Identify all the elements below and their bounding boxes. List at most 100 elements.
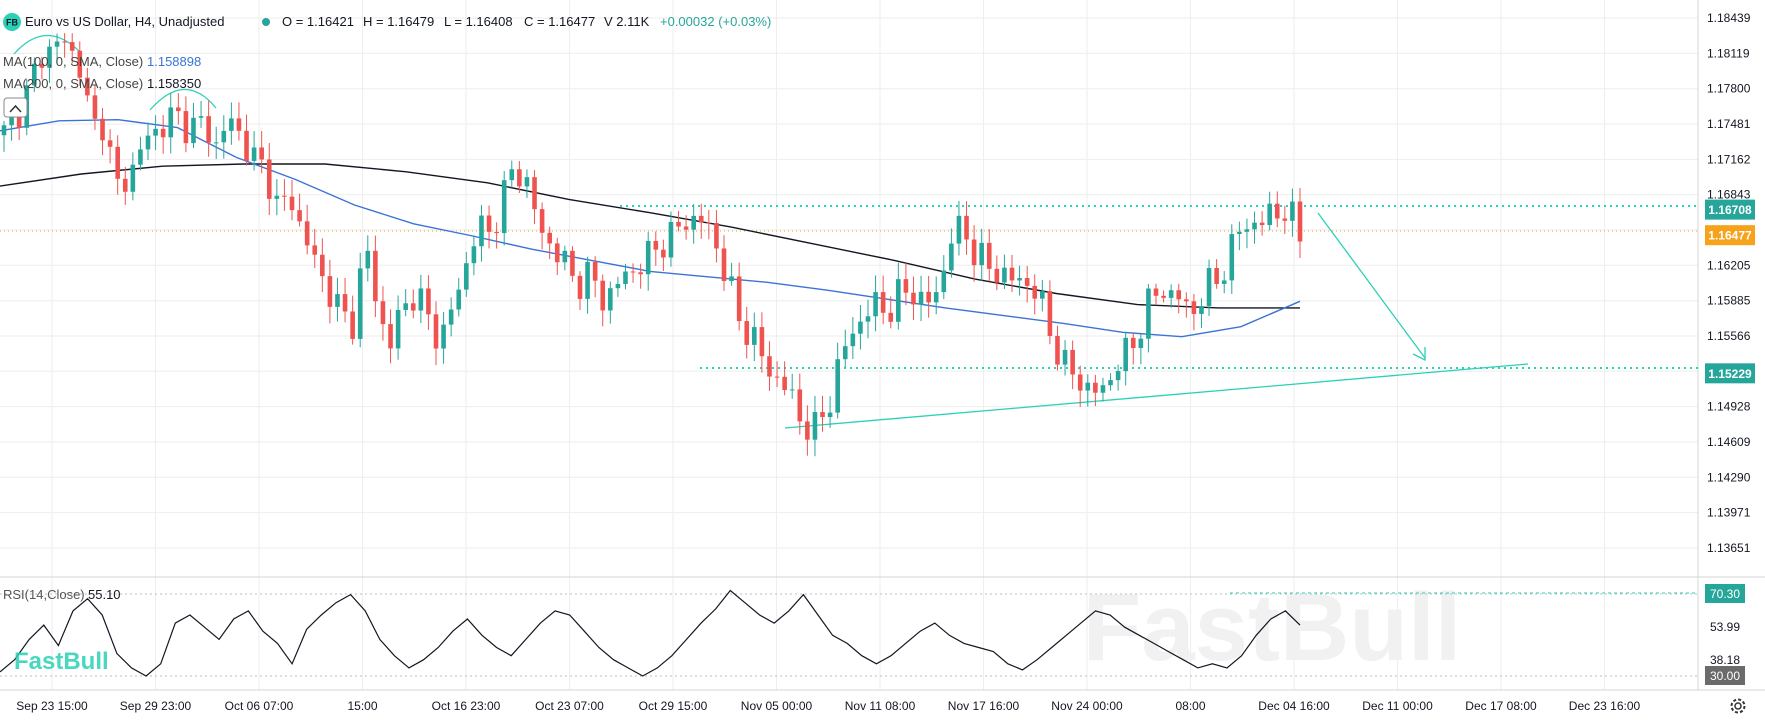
candle-body[interactable] bbox=[949, 243, 954, 271]
candle-body[interactable] bbox=[365, 250, 371, 269]
candle-body[interactable] bbox=[1024, 277, 1030, 286]
candle-body[interactable] bbox=[335, 294, 340, 307]
candle-body[interactable] bbox=[547, 232, 552, 244]
candle-body[interactable] bbox=[1093, 382, 1098, 393]
candle-body[interactable] bbox=[403, 303, 408, 310]
candle-body[interactable] bbox=[1062, 349, 1068, 365]
candle-body[interactable] bbox=[464, 263, 469, 290]
candle-body[interactable] bbox=[979, 242, 984, 266]
candle-body[interactable] bbox=[524, 177, 530, 187]
candle-body[interactable] bbox=[1237, 231, 1242, 235]
candle-body[interactable] bbox=[1032, 285, 1038, 299]
candle-body[interactable] bbox=[797, 389, 803, 422]
candle-body[interactable] bbox=[441, 324, 446, 349]
candle-body[interactable] bbox=[1290, 201, 1295, 221]
candle-body[interactable] bbox=[342, 294, 348, 312]
candle-body[interactable] bbox=[297, 210, 302, 222]
candle-body[interactable] bbox=[782, 376, 787, 391]
candle-body[interactable] bbox=[736, 276, 742, 322]
drawings-layer[interactable] bbox=[0, 34, 1698, 429]
candle-body[interactable] bbox=[653, 240, 659, 250]
candle-body[interactable] bbox=[1085, 382, 1091, 391]
ma200-label[interactable]: MA(200, 0, SMA, Close) bbox=[3, 76, 143, 91]
candle-body[interactable] bbox=[62, 41, 67, 43]
candle-body[interactable] bbox=[721, 248, 727, 282]
candle-body[interactable] bbox=[85, 77, 90, 96]
candle-body[interactable] bbox=[350, 311, 355, 339]
candle-body[interactable] bbox=[789, 389, 795, 391]
candle-body[interactable] bbox=[1229, 234, 1235, 281]
candle-body[interactable] bbox=[327, 276, 333, 307]
candle-body[interactable] bbox=[865, 316, 871, 322]
candle-body[interactable] bbox=[585, 261, 590, 299]
candle-body[interactable] bbox=[433, 314, 439, 349]
candle-body[interactable] bbox=[562, 250, 568, 263]
candle-body[interactable] bbox=[1282, 218, 1288, 221]
candle-body[interactable] bbox=[198, 116, 204, 118]
candle-body[interactable] bbox=[933, 292, 939, 303]
candle-body[interactable] bbox=[827, 412, 833, 418]
candle-body[interactable] bbox=[1176, 290, 1182, 300]
candle-body[interactable] bbox=[577, 275, 583, 299]
candle-body[interactable] bbox=[107, 140, 113, 147]
candle-body[interactable] bbox=[1123, 337, 1128, 372]
candle-body[interactable] bbox=[282, 195, 287, 197]
candle-body[interactable] bbox=[1206, 267, 1212, 307]
candle-body[interactable] bbox=[623, 271, 628, 284]
candle-body[interactable] bbox=[1244, 229, 1250, 232]
candle-body[interactable] bbox=[236, 118, 242, 131]
candle-body[interactable] bbox=[213, 142, 219, 144]
candle-body[interactable] bbox=[1252, 222, 1257, 230]
candle-body[interactable] bbox=[1161, 295, 1166, 298]
time-axis[interactable]: Sep 23 15:00 Sep 29 23:00 Oct 06 07:00 15:0… bbox=[16, 699, 1640, 713]
candle-body[interactable] bbox=[229, 118, 234, 131]
candle-body[interactable] bbox=[1259, 222, 1265, 226]
candle-body[interactable] bbox=[1267, 203, 1272, 226]
candle-body[interactable] bbox=[774, 376, 780, 378]
candle-body[interactable] bbox=[971, 239, 977, 266]
forecast-arrow[interactable] bbox=[1317, 212, 1426, 359]
candle-body[interactable] bbox=[1115, 371, 1121, 381]
candle-body[interactable] bbox=[517, 169, 522, 187]
candle-body[interactable] bbox=[683, 226, 689, 230]
candle-body[interactable] bbox=[630, 271, 636, 273]
candle-body[interactable] bbox=[32, 63, 37, 86]
candle-body[interactable] bbox=[448, 309, 454, 325]
candle-body[interactable] bbox=[1108, 380, 1113, 386]
candle-body[interactable] bbox=[1138, 338, 1144, 349]
candle-body[interactable] bbox=[888, 312, 894, 322]
rsi-label[interactable]: RSI(14,Close) bbox=[3, 587, 85, 602]
candle-body[interactable] bbox=[1, 125, 7, 136]
candle-body[interactable] bbox=[289, 196, 295, 211]
candles-layer[interactable] bbox=[1, 33, 1303, 457]
candle-body[interactable] bbox=[759, 327, 765, 357]
ma100-label[interactable]: MA(100, 0, SMA, Close) bbox=[3, 54, 143, 69]
candle-body[interactable] bbox=[259, 147, 264, 160]
candle-body[interactable] bbox=[100, 118, 105, 141]
candle-body[interactable] bbox=[221, 130, 227, 143]
candle-body[interactable] bbox=[858, 321, 863, 334]
candle-body[interactable] bbox=[395, 309, 401, 349]
candle-body[interactable] bbox=[1184, 299, 1189, 302]
candle-body[interactable] bbox=[176, 107, 181, 112]
candle-body[interactable] bbox=[183, 111, 189, 144]
price-axis[interactable]: 1.18439 1.18119 1.17800 1.17481 1.17162 1.168… bbox=[1707, 11, 1751, 555]
candle-body[interactable] bbox=[47, 46, 52, 68]
candle-body[interactable] bbox=[1168, 290, 1174, 298]
candle-body[interactable] bbox=[1130, 337, 1136, 349]
candle-body[interactable] bbox=[668, 221, 674, 258]
candle-body[interactable] bbox=[153, 128, 158, 136]
candle-body[interactable] bbox=[251, 147, 257, 161]
symbol-title[interactable]: Euro vs US Dollar, H4, Unadjusted bbox=[25, 14, 224, 29]
candle-body[interactable] bbox=[1214, 267, 1219, 284]
candle-body[interactable] bbox=[600, 280, 606, 311]
candle-body[interactable] bbox=[509, 169, 515, 181]
candle-body[interactable] bbox=[69, 42, 75, 51]
candle-body[interactable] bbox=[92, 95, 98, 119]
candle-body[interactable] bbox=[373, 250, 378, 302]
candle-body[interactable] bbox=[903, 279, 909, 293]
candle-body[interactable] bbox=[850, 333, 856, 347]
candle-body[interactable] bbox=[122, 178, 128, 192]
candle-body[interactable] bbox=[115, 146, 120, 179]
